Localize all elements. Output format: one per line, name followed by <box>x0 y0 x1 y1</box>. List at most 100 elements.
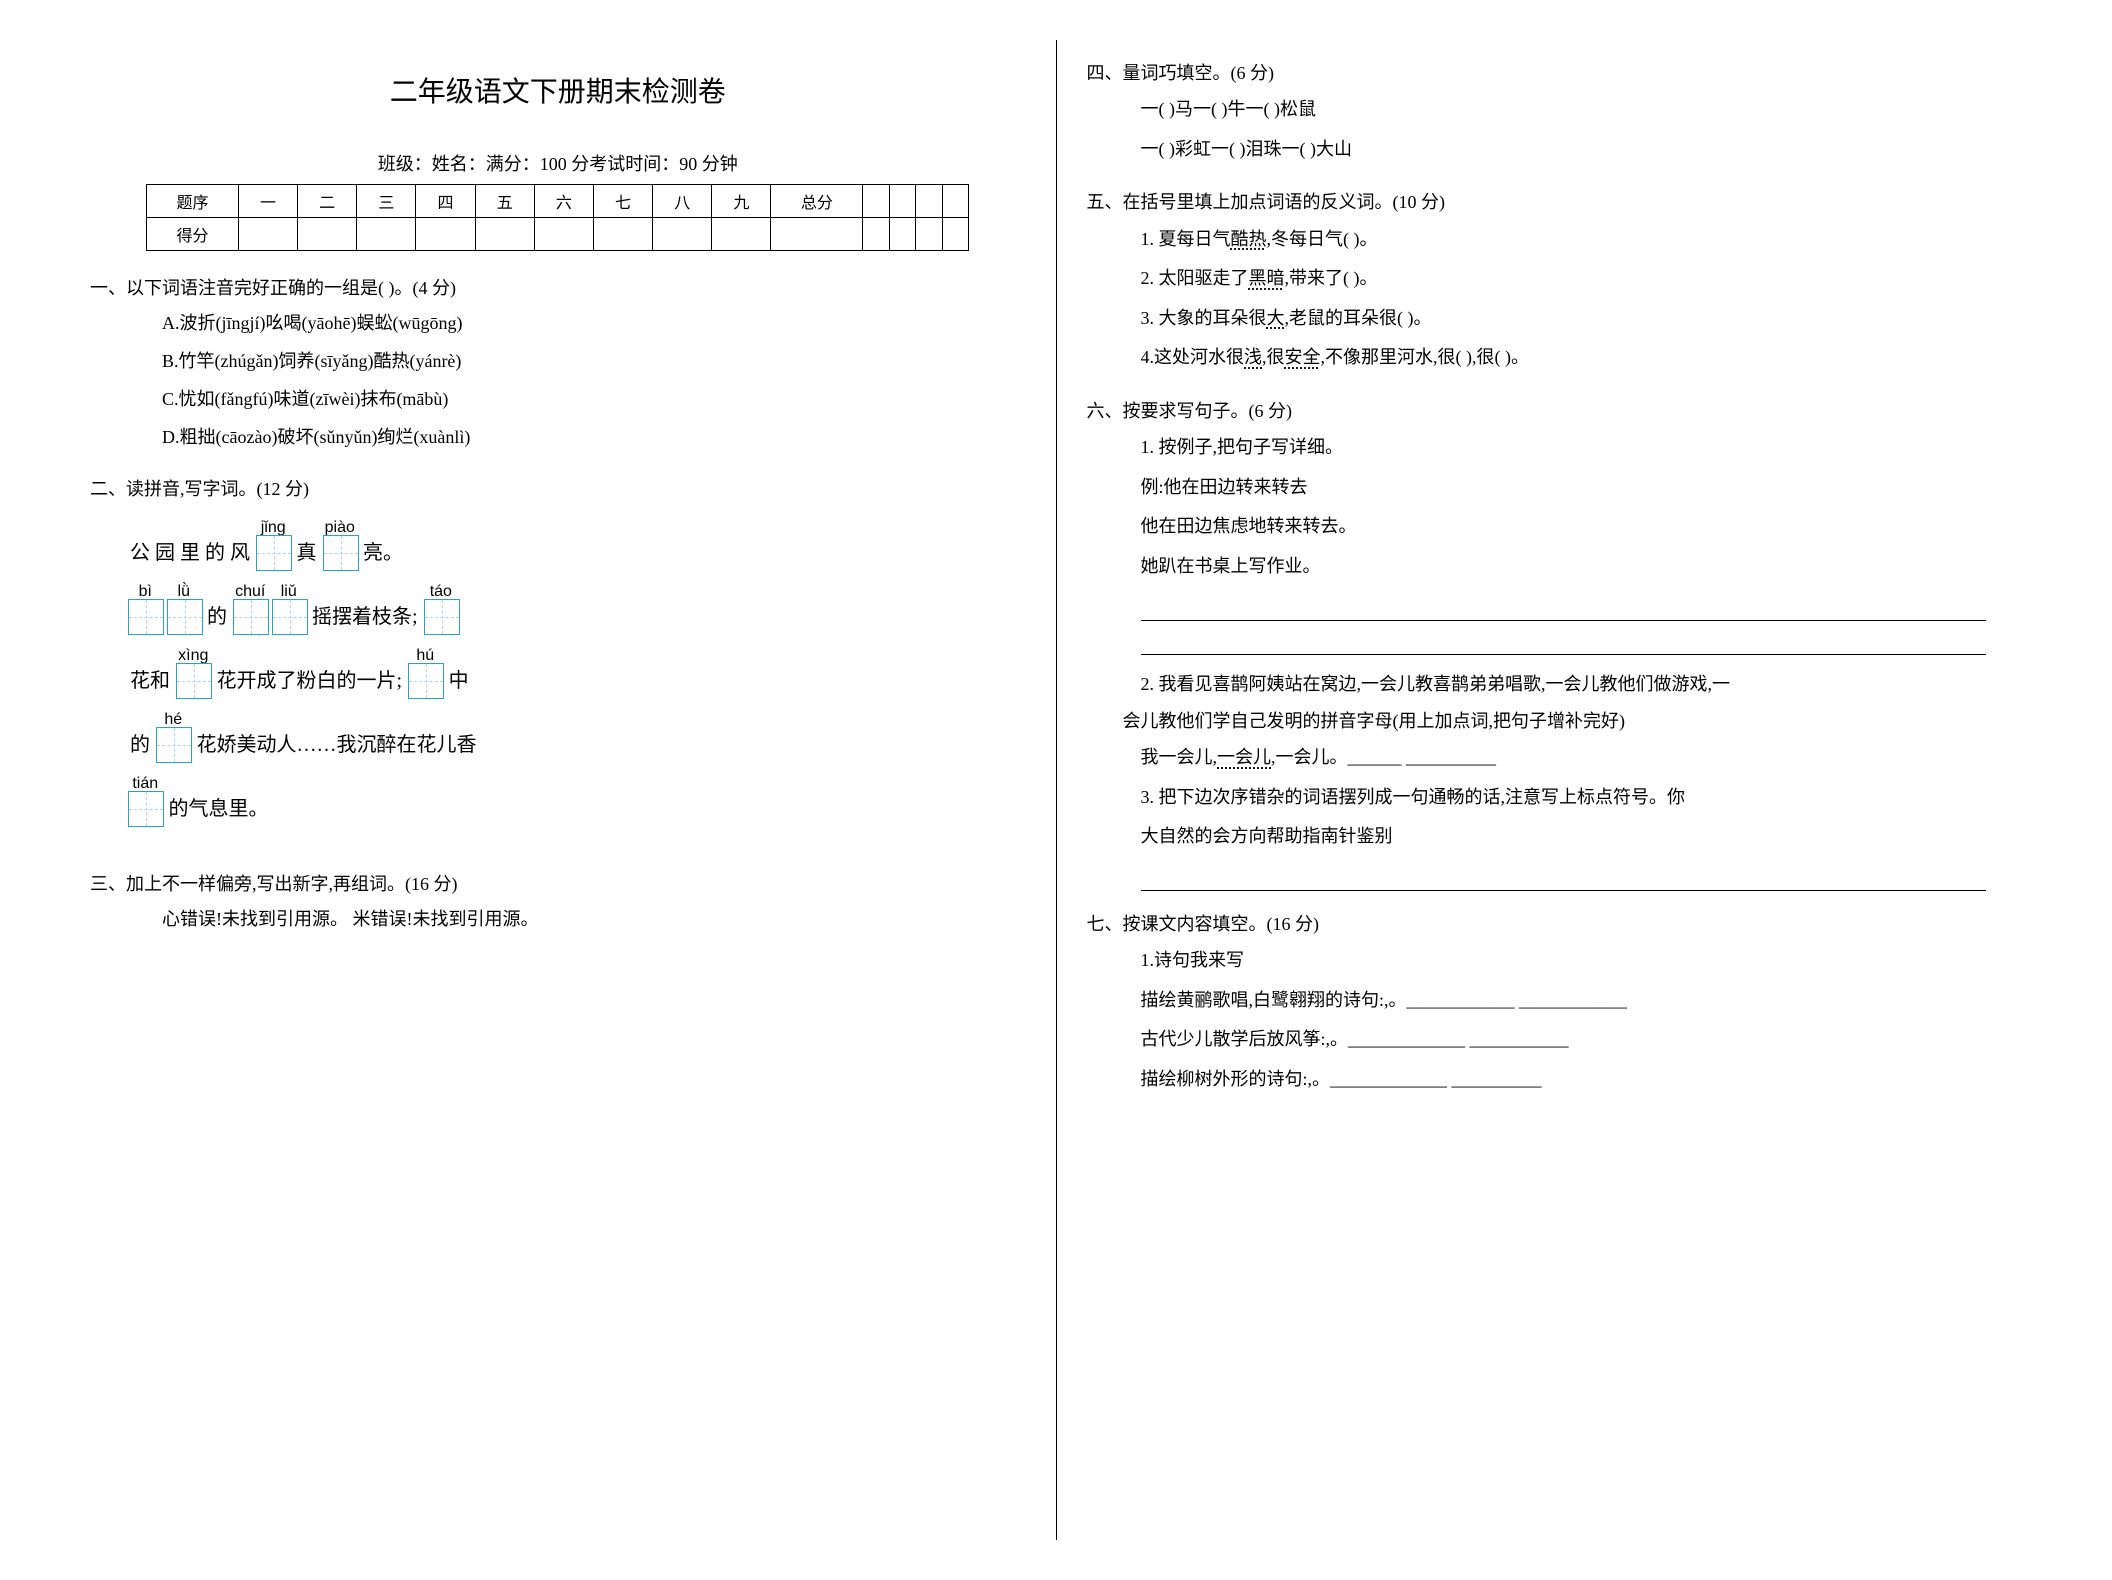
text: 真 <box>297 535 317 571</box>
dotted-word: 大 <box>1267 308 1285 328</box>
answer-line[interactable] <box>1141 631 1987 655</box>
char-box[interactable] <box>272 599 308 635</box>
char-box[interactable] <box>323 535 359 571</box>
q1-choice-a: A.波折(jīngjí)吆喝(yāohē)蜈蚣(wūgōng) <box>90 305 1026 343</box>
q5-l1: 1. 夏每日气酷热,冬每日气( )。 <box>1087 220 2023 260</box>
text: 中 <box>449 663 469 699</box>
char-box[interactable] <box>167 599 203 635</box>
char-box[interactable] <box>233 599 269 635</box>
q6-p2: 2. 我看见喜鹊阿姨站在窝边,一会儿教喜鹊弟弟唱歌,一会儿教他们做游戏,一 <box>1087 665 2023 705</box>
charbox-group: jǐng <box>256 513 291 571</box>
pinyin: tián <box>132 769 158 791</box>
th: 题序 <box>147 185 239 218</box>
text: 亮。 <box>363 535 403 571</box>
th: 七 <box>593 185 652 218</box>
text: ,一会儿。______ __________ <box>1271 747 1496 767</box>
question-2: 二、读拼音,写字词。(12 分) 公 园 里 的 风 jǐng 真 piào 亮… <box>90 472 1026 826</box>
th: 四 <box>416 185 475 218</box>
dotted-word: 酷热 <box>1231 229 1267 249</box>
text: 2. 太阳驱走了 <box>1141 268 1249 288</box>
pinyin: hú <box>416 641 434 663</box>
q3-body: 心错误!未找到引用源。 米错误!未找到引用源。 <box>90 901 1026 939</box>
table-score-row: 得分 <box>147 218 969 251</box>
th <box>889 185 916 218</box>
text: 花和 <box>130 663 170 699</box>
char-box[interactable] <box>256 535 292 571</box>
q7-l4: 描绘柳树外形的诗句:,。_____________ __________ <box>1087 1060 2023 1100</box>
q6-p3: 3. 把下边次序错杂的词语摆列成一句通畅的话,注意写上标点符号。你 <box>1087 778 2023 818</box>
pinyin: liǔ <box>281 577 297 599</box>
q6-p2b: 会儿教他们学自己发明的拼音字母(用上加点词,把句子增补完好) <box>1087 704 2023 738</box>
text: 的 <box>130 727 150 763</box>
text: ,带来了( )。 <box>1285 268 1378 288</box>
char-box[interactable] <box>128 599 164 635</box>
text: 1. 夏每日气 <box>1141 229 1231 249</box>
q6-l4: 她趴在书桌上写作业。 <box>1087 547 2023 587</box>
question-4: 四、量词巧填空。(6 分) 一( )马一( )牛一( )松鼠 一( )彩虹一( … <box>1087 56 2023 169</box>
text: 3. 大象的耳朵很 <box>1141 308 1267 328</box>
question-7: 七、按课文内容填空。(16 分) 1.诗句我来写 描绘黄鹂歌唱,白鹭翱翔的诗句:… <box>1087 907 2023 1100</box>
pinyin: xìng <box>178 641 208 663</box>
q2-head: 二、读拼音,写字词。(12 分) <box>90 472 1026 506</box>
dotted-word: 黑暗 <box>1249 268 1285 288</box>
q7-l1: 1.诗句我来写 <box>1087 941 2023 981</box>
text: ,很 <box>1262 347 1285 367</box>
exam-title: 二年级语文下册期末检测卷 <box>90 70 1026 110</box>
q5-head: 五、在括号里填上加点词语的反义词。(10 分) <box>1087 185 2023 219</box>
pinyin: lǜ <box>178 577 190 599</box>
dotted-word: 一会儿 <box>1217 747 1271 767</box>
question-3: 三、加上不一样偏旁,写出新字,再组词。(16 分) 心错误!未找到引用源。 米错… <box>90 867 1026 939</box>
th <box>942 185 969 218</box>
th <box>916 185 943 218</box>
th: 一 <box>238 185 297 218</box>
q2-line4: 的 hé 花娇美动人……我沉醉在花儿香 <box>126 705 1026 763</box>
q1-choice-b: B.竹竿(zhúgǎn)饲养(sīyǎng)酷热(yánrè) <box>90 343 1026 381</box>
left-column: 二年级语文下册期末检测卷 班级：姓名：满分：100 分考试时间：90 分钟 题序… <box>60 40 1057 1540</box>
right-column: 四、量词巧填空。(6 分) 一( )马一( )牛一( )松鼠 一( )彩虹一( … <box>1057 40 2053 1540</box>
q4-line2: 一( )彩虹一( )泪珠一( )大山 <box>1087 130 2023 170</box>
th: 总分 <box>771 185 863 218</box>
q6-l2: 例:他在田边转来转去 <box>1087 468 2023 508</box>
answer-line[interactable] <box>1141 597 1987 621</box>
th: 五 <box>475 185 534 218</box>
th <box>863 185 890 218</box>
text: ,不像那里河水,很( ),很( )。 <box>1321 347 1529 367</box>
q4-line1: 一( )马一( )牛一( )松鼠 <box>1087 90 2023 130</box>
char-box[interactable] <box>408 663 444 699</box>
q7-head: 七、按课文内容填空。(16 分) <box>1087 907 2023 941</box>
pinyin: hé <box>164 705 182 727</box>
q2-line5: tián 的气息里。 <box>126 769 1026 827</box>
text: 公 园 里 的 风 <box>130 535 250 571</box>
q5-l4: 4.这处河水很浅,很安全,不像那里河水,很( ),很( )。 <box>1087 338 2023 378</box>
charbox-group: piào <box>323 513 358 571</box>
char-box[interactable] <box>424 599 460 635</box>
char-box[interactable] <box>156 727 192 763</box>
q6-p3b: 大自然的会方向帮助指南针鉴别 <box>1087 817 2023 857</box>
pinyin: táo <box>430 577 452 599</box>
text: 我一会儿, <box>1141 747 1218 767</box>
q3-head: 三、加上不一样偏旁,写出新字,再组词。(16 分) <box>90 867 1026 901</box>
text: 的气息里。 <box>169 791 269 827</box>
th: 八 <box>653 185 712 218</box>
text: 的 <box>207 599 227 635</box>
q4-head: 四、量词巧填空。(6 分) <box>1087 56 2023 90</box>
text: ,老鼠的耳朵很( )。 <box>1285 308 1432 328</box>
pinyin: jǐng <box>261 513 286 535</box>
pinyin: piào <box>325 513 355 535</box>
table-header-row: 题序 一 二 三 四 五 六 七 八 九 总分 <box>147 185 969 218</box>
q7-l3: 古代少儿散学后放风筝:,。_____________ ___________ <box>1087 1020 2023 1060</box>
q6-p2c: 我一会儿,一会儿,一会儿。______ __________ <box>1087 738 2023 778</box>
question-1: 一、以下词语注音完好正确的一组是( )。(4 分) A.波折(jīngjí)吆喝… <box>90 271 1026 456</box>
q2-line3: 花和 xìng 花开成了粉白的一片; hú 中 <box>126 641 1026 699</box>
dotted-word: 安全 <box>1285 347 1321 367</box>
answer-line[interactable] <box>1141 867 1987 891</box>
th: 三 <box>357 185 416 218</box>
char-box[interactable] <box>128 791 164 827</box>
q1-choice-c: C.忧如(fǎngfú)味道(zīwèi)抹布(mābù) <box>90 381 1026 419</box>
dotted-word: 浅 <box>1244 347 1262 367</box>
q2-line1: 公 园 里 的 风 jǐng 真 piào 亮。 <box>126 513 1026 571</box>
char-box[interactable] <box>176 663 212 699</box>
th: 二 <box>298 185 357 218</box>
q1-choice-d: D.粗拙(cāozào)破坏(sǔnyǔn)绚烂(xuànlì) <box>90 419 1026 457</box>
q6-l3: 他在田边焦虑地转来转去。 <box>1087 507 2023 547</box>
